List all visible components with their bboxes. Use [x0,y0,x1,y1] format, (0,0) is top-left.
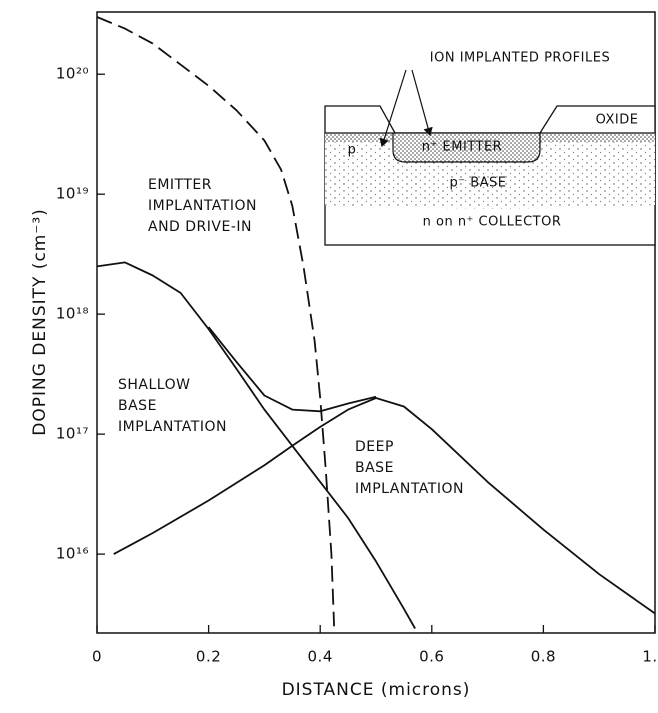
series-annotation: AND DRIVE-IN [148,219,252,235]
y-axis-title: DOPING DENSITY (cm⁻³) [30,208,50,436]
x-tick-label: 0.4 [308,648,333,666]
x-tick-label: 0.8 [531,648,556,666]
x-tick-label: 0.2 [196,648,221,666]
series-annotation: DEEP [355,439,394,455]
y-tick-label: 10²⁰ [56,65,89,83]
series-line [209,327,376,411]
y-tick-label: 10¹⁹ [56,185,89,203]
inset-title: ION IMPLANTED PROFILES [430,51,610,66]
oxide-left [325,106,395,133]
series-line [97,17,334,626]
y-tick-label: 10¹⁷ [56,425,89,443]
collector-label: n on n⁺ COLLECTOR [423,215,562,230]
series-annotation: EMITTER [148,177,212,193]
x-tick-label: 0.6 [419,648,444,666]
base-label: p⁻ BASE [449,176,506,191]
x-tick-label: 0 [92,648,102,666]
x-tick-label: 1.0 [642,648,658,666]
oxide-label: OXIDE [596,113,639,128]
series-annotation: IMPLANTATION [148,198,257,214]
y-tick-label: 10¹⁸ [56,305,89,323]
chart: ION IMPLANTED PROFILES OXIDE p n⁺ EMITTE… [0,0,658,713]
arrow [412,70,430,135]
x-axis-title: DISTANCE (microns) [282,680,471,700]
series-annotation: SHALLOW [118,377,190,393]
series-annotation: BASE [355,460,394,476]
plot-frame [97,12,655,633]
series-annotation: IMPLANTATION [355,481,464,497]
inset-diagram: ION IMPLANTED PROFILES OXIDE p n⁺ EMITTE… [325,51,655,246]
y-tick-label: 10¹⁶ [56,545,89,563]
p-label: p [348,143,357,158]
series-annotation: BASE [118,398,157,414]
series-annotation: IMPLANTATION [118,419,227,435]
emitter-label: n⁺ EMITTER [422,140,502,155]
